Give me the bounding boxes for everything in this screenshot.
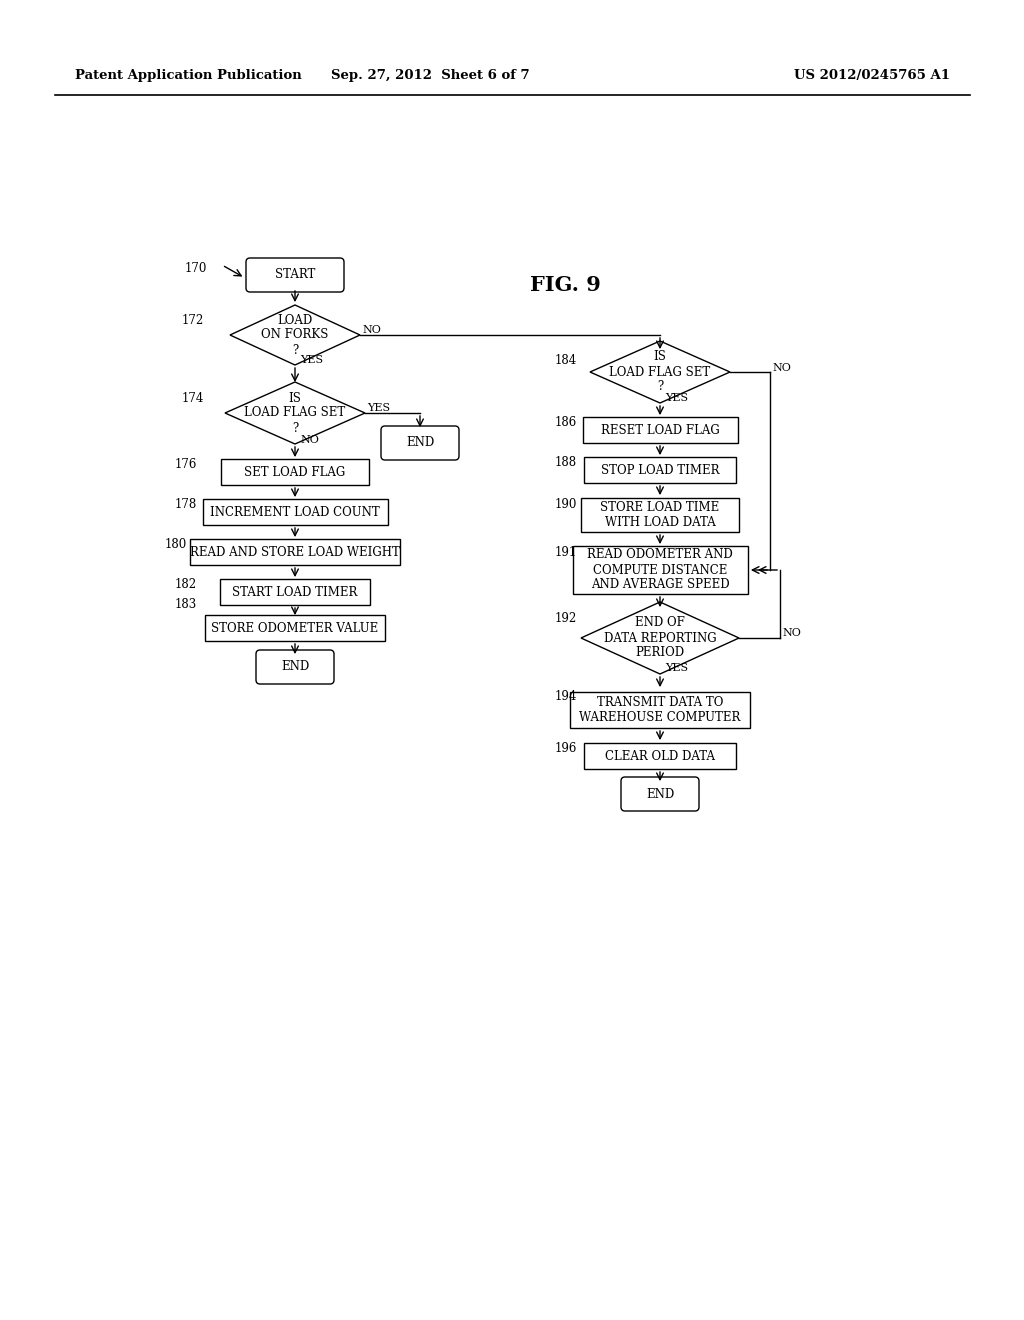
Polygon shape: [581, 602, 739, 675]
Text: RESET LOAD FLAG: RESET LOAD FLAG: [601, 424, 720, 437]
Text: 190: 190: [555, 498, 578, 511]
Text: SET LOAD FLAG: SET LOAD FLAG: [245, 466, 346, 479]
Text: 184: 184: [555, 354, 578, 367]
Bar: [203, 499, 387, 525]
Text: IS
LOAD FLAG SET
?: IS LOAD FLAG SET ?: [245, 392, 346, 434]
Text: NO: NO: [362, 325, 381, 335]
Bar: [584, 457, 736, 483]
Text: YES: YES: [367, 403, 390, 413]
Bar: [581, 498, 739, 532]
Bar: [570, 692, 750, 729]
Text: 188: 188: [555, 457, 578, 470]
FancyBboxPatch shape: [256, 649, 334, 684]
Polygon shape: [225, 381, 365, 444]
Text: 192: 192: [555, 611, 578, 624]
Text: 174: 174: [182, 392, 205, 404]
Text: END OF
DATA REPORTING
PERIOD: END OF DATA REPORTING PERIOD: [604, 616, 717, 660]
Text: NO: NO: [772, 363, 791, 374]
Text: 176: 176: [175, 458, 198, 471]
Text: YES: YES: [665, 393, 688, 403]
Polygon shape: [230, 305, 360, 366]
Bar: [221, 459, 369, 484]
Bar: [220, 579, 370, 605]
Text: 194: 194: [555, 690, 578, 704]
Text: NO: NO: [300, 436, 318, 445]
Text: READ AND STORE LOAD WEIGHT: READ AND STORE LOAD WEIGHT: [190, 545, 400, 558]
Text: CLEAR OLD DATA: CLEAR OLD DATA: [605, 750, 715, 763]
Text: 186: 186: [555, 417, 578, 429]
FancyBboxPatch shape: [621, 777, 699, 810]
Text: 182: 182: [175, 578, 198, 591]
Text: 196: 196: [555, 742, 578, 755]
Text: NO: NO: [782, 628, 801, 638]
Text: LOAD
ON FORKS
?: LOAD ON FORKS ?: [261, 314, 329, 356]
Text: START: START: [274, 268, 315, 281]
Bar: [190, 539, 400, 565]
Text: YES: YES: [300, 355, 324, 366]
Text: YES: YES: [665, 663, 688, 673]
Text: 183: 183: [175, 598, 198, 610]
Bar: [205, 615, 385, 642]
Text: STORE ODOMETER VALUE: STORE ODOMETER VALUE: [211, 622, 379, 635]
Text: 172: 172: [182, 314, 204, 326]
Text: 170: 170: [185, 261, 208, 275]
Text: 178: 178: [175, 499, 198, 511]
Text: END: END: [646, 788, 674, 800]
Text: START LOAD TIMER: START LOAD TIMER: [232, 586, 357, 598]
Text: 191: 191: [555, 546, 578, 560]
Bar: [572, 546, 748, 594]
Text: READ ODOMETER AND
COMPUTE DISTANCE
AND AVERAGE SPEED: READ ODOMETER AND COMPUTE DISTANCE AND A…: [587, 549, 733, 591]
Text: STOP LOAD TIMER: STOP LOAD TIMER: [601, 463, 719, 477]
Text: END: END: [281, 660, 309, 673]
FancyBboxPatch shape: [381, 426, 459, 459]
Text: END: END: [406, 437, 434, 450]
Text: Patent Application Publication: Patent Application Publication: [75, 69, 302, 82]
Text: 180: 180: [165, 539, 187, 552]
Text: INCREMENT LOAD COUNT: INCREMENT LOAD COUNT: [210, 506, 380, 519]
FancyBboxPatch shape: [246, 257, 344, 292]
Bar: [584, 743, 736, 770]
Text: Sep. 27, 2012  Sheet 6 of 7: Sep. 27, 2012 Sheet 6 of 7: [331, 69, 529, 82]
Text: FIG. 9: FIG. 9: [530, 275, 601, 294]
Bar: [583, 417, 737, 444]
Text: US 2012/0245765 A1: US 2012/0245765 A1: [794, 69, 950, 82]
Polygon shape: [590, 341, 730, 403]
Text: STORE LOAD TIME
WITH LOAD DATA: STORE LOAD TIME WITH LOAD DATA: [600, 502, 720, 529]
Text: IS
LOAD FLAG SET
?: IS LOAD FLAG SET ?: [609, 351, 711, 393]
Text: TRANSMIT DATA TO
WAREHOUSE COMPUTER: TRANSMIT DATA TO WAREHOUSE COMPUTER: [580, 696, 740, 723]
